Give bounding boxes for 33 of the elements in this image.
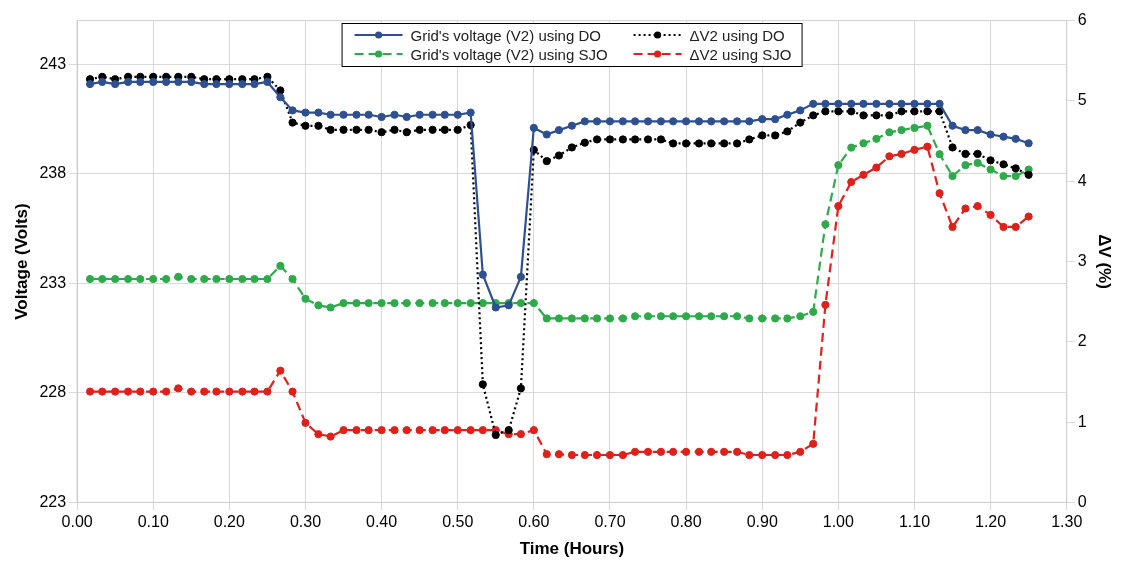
y2-tick-label: 0 xyxy=(1077,492,1087,510)
x-tick-label: 0.70 xyxy=(594,513,626,531)
y-tick-label: 233 xyxy=(39,273,67,291)
y-axis-title: Voltage (Volts) xyxy=(11,203,31,320)
x-tick-label: 1.00 xyxy=(822,513,854,531)
y2-axis-title: ΔV (%) xyxy=(1095,234,1115,289)
x-tick-label: 0.60 xyxy=(518,513,550,531)
x-tick-label: 0.10 xyxy=(137,513,169,531)
x-tick-label: 1.30 xyxy=(1051,513,1083,531)
x-tick-label: 0.00 xyxy=(61,513,93,531)
x-tick-label: 0.30 xyxy=(289,513,322,531)
legend-label: ΔV2 using DO xyxy=(689,26,785,44)
x-tick-label: 0.50 xyxy=(442,513,474,531)
y2-tick-label: 1 xyxy=(1077,412,1087,430)
y-tick-label: 238 xyxy=(39,164,67,182)
x-tick-label: 0.40 xyxy=(366,513,398,531)
x-tick-label: 0.90 xyxy=(746,513,778,531)
y2-tick-label: 3 xyxy=(1077,251,1087,269)
x-axis-title: Time (Hours) xyxy=(519,539,625,559)
y2-tick-label: 4 xyxy=(1077,171,1087,189)
legend-label: ΔV2 using SJO xyxy=(689,45,792,63)
y2-tick-label: 6 xyxy=(1077,11,1087,29)
legend-label: Grid's voltage (V2) using SJO xyxy=(410,45,608,63)
x-tick-label: 1.20 xyxy=(975,513,1007,531)
y-tick-label: 228 xyxy=(39,383,67,401)
y-tick-label: 243 xyxy=(39,54,67,72)
y-tick-label: 223 xyxy=(39,492,67,510)
legend-label: Grid's voltage (V2) using DO xyxy=(410,26,601,44)
y2-tick-label: 2 xyxy=(1077,332,1087,350)
x-tick-label: 1.10 xyxy=(898,513,931,531)
x-tick-label: 0.80 xyxy=(670,513,702,531)
x-tick-label: 0.20 xyxy=(213,513,246,531)
y2-tick-label: 5 xyxy=(1077,91,1087,109)
